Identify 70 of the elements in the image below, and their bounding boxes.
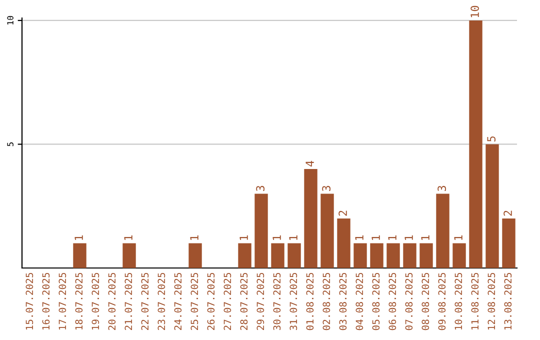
data-label: 1 [421, 235, 430, 240]
x-tick-label: 18.07.2025 [75, 272, 83, 330]
x-tick-label: 16.07.2025 [42, 272, 50, 330]
bar [354, 243, 367, 268]
x-tick-label: 31.07.2025 [290, 272, 298, 330]
data-label: 1 [240, 235, 248, 240]
data-label: 1 [454, 235, 462, 240]
bar [386, 243, 400, 268]
x-tick-label: 26.07.2025 [207, 272, 215, 330]
data-label: 1 [74, 235, 83, 240]
x-tick-label: 20.07.2025 [108, 272, 116, 330]
x-tick-label: 25.07.2025 [190, 272, 198, 330]
bar [486, 144, 499, 268]
bar [337, 218, 350, 268]
x-tick-label: 29.07.2025 [256, 272, 264, 330]
x-tick-label: 21.07.2025 [124, 272, 132, 330]
bar [188, 243, 202, 268]
bar [271, 243, 284, 268]
bar [320, 194, 334, 268]
data-label: 3 [256, 186, 265, 192]
data-label: 2 [504, 210, 512, 216]
data-label: 1 [372, 235, 380, 240]
bar [304, 168, 318, 268]
x-tick-label: 06.08.2025 [388, 272, 396, 330]
data-label: 4 [306, 160, 314, 166]
bar [122, 243, 136, 268]
x-tick-label: 27.07.2025 [224, 272, 232, 330]
bar [254, 194, 268, 268]
x-tick-label: 24.07.2025 [174, 272, 182, 330]
x-tick-label: 05.08.2025 [372, 272, 380, 330]
bar [73, 243, 86, 268]
x-tick-label: 17.07.2025 [58, 272, 66, 330]
x-tick-label: 01.08.2025 [306, 272, 314, 330]
x-tick-label: 08.08.2025 [422, 272, 430, 330]
bar [403, 243, 416, 268]
x-tick-label: 03.08.2025 [339, 272, 347, 330]
x-tick-label: 12.08.2025 [488, 272, 496, 330]
data-label: 2 [338, 210, 347, 216]
bar [288, 243, 301, 268]
x-tick-label: 22.07.2025 [141, 272, 149, 330]
x-tick-label: 19.07.2025 [92, 272, 100, 330]
bar [370, 243, 384, 268]
bar [238, 243, 252, 268]
data-label: 1 [190, 235, 198, 240]
x-tick-label: 09.08.2025 [438, 272, 446, 330]
bar [436, 194, 450, 268]
bar [469, 20, 482, 268]
data-label: 1 [404, 235, 413, 240]
bar [420, 243, 433, 268]
x-tick-label: 13.08.2025 [504, 272, 512, 330]
x-tick-label: 28.07.2025 [240, 272, 248, 330]
x-tick-label: 02.08.2025 [322, 272, 330, 330]
x-tick-label: 23.07.2025 [158, 272, 166, 330]
data-label: 5 [487, 136, 496, 142]
data-label: 1 [355, 235, 364, 240]
data-label: 10 [470, 6, 480, 18]
data-label: 3 [322, 186, 331, 192]
x-tick-label: 15.07.2025 [26, 272, 34, 330]
bar [502, 218, 516, 268]
data-label: 1 [388, 235, 396, 240]
data-label: 1 [124, 235, 132, 240]
x-tick-label: 10.08.2025 [454, 272, 462, 330]
data-label: 1 [289, 235, 298, 240]
data-label: 1 [272, 235, 281, 240]
x-tick-label: 04.08.2025 [356, 272, 364, 330]
x-tick-label: 30.07.2025 [273, 272, 281, 330]
x-tick-label: 07.08.2025 [405, 272, 413, 330]
x-tick-label: 11.08.2025 [471, 272, 479, 330]
data-label: 3 [438, 186, 446, 192]
bar [452, 243, 466, 268]
